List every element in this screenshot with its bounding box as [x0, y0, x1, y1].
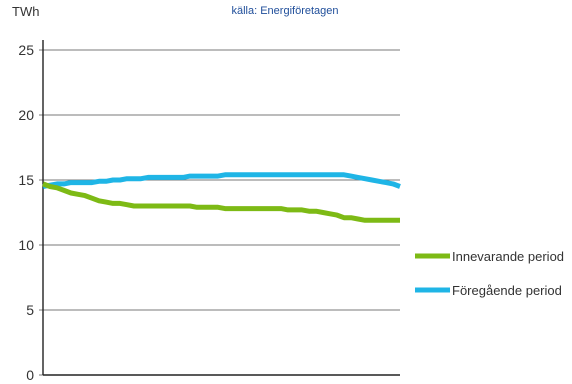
series-lines [42, 172, 401, 223]
y-tick-label: 10 [18, 237, 34, 253]
y-axis-ticks: 0 5 10 15 20 25 [18, 42, 43, 383]
y-tick-label: 25 [18, 42, 34, 58]
legend-label: Innevarande period [452, 249, 564, 264]
axes [42, 40, 400, 376]
source-note: källa: Energiföretagen [231, 5, 338, 17]
y-tick-label: 0 [26, 367, 34, 383]
legend: Innevarande period Föregående period [415, 249, 564, 298]
y-tick-label: 5 [26, 302, 34, 318]
legend-label: Föregående period [452, 283, 562, 298]
series-line [42, 181, 400, 223]
y-tick-label: 20 [18, 107, 34, 123]
y-tick-label: 15 [18, 172, 34, 188]
series-line [42, 172, 401, 189]
y-axis-unit-label: TWh [12, 4, 39, 19]
